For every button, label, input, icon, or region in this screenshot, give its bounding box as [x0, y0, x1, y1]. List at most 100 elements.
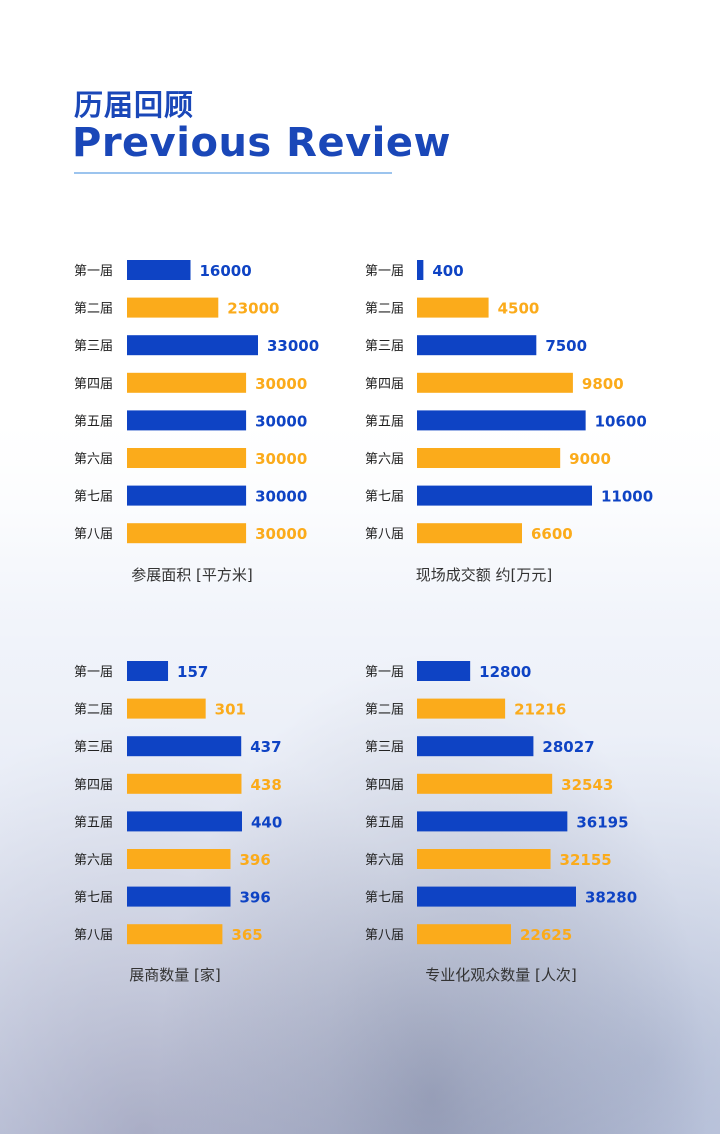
- category-label: 第七届: [74, 490, 113, 505]
- data-label: 12800: [479, 663, 531, 681]
- title-underline: [74, 172, 392, 174]
- category-label: 第三届: [74, 740, 113, 755]
- data-label: 21216: [514, 701, 566, 719]
- data-label: 400: [432, 262, 463, 280]
- data-label: 30000: [255, 488, 307, 506]
- bar: [417, 485, 592, 506]
- data-label: 396: [240, 889, 271, 907]
- chart-visitor: 第一届 12800 第二届 21216 第三届 28027 第四届 32543 第五届 36195…: [365, 661, 637, 984]
- bar: [127, 924, 223, 945]
- chart-title: 展商数量 [家]: [129, 966, 220, 984]
- bar: [127, 886, 231, 907]
- bar: [417, 372, 573, 393]
- chart-title: 专业化观众数量 [人次]: [425, 966, 576, 984]
- category-label: 第八届: [74, 928, 113, 943]
- category-label: 第六届: [74, 452, 113, 467]
- category-label: 第二届: [365, 302, 404, 317]
- bar: [127, 811, 242, 832]
- chart-deal: 第一届 400 第二届 4500 第三届 7500 第四届 9800 第五届 10600 第六届 90…: [365, 260, 653, 584]
- chart-area: 第一届 16000 第二届 23000 第三届 33000 第四届 30000 第五届 30000…: [74, 260, 319, 584]
- category-label: 第一届: [365, 264, 404, 279]
- category-label: 第六届: [365, 853, 404, 868]
- data-label: 30000: [255, 412, 307, 430]
- category-label: 第五届: [365, 414, 404, 429]
- bar: [127, 335, 258, 356]
- data-label: 10600: [595, 412, 647, 430]
- bar: [417, 698, 506, 719]
- data-label: 440: [251, 813, 282, 831]
- data-label: 7500: [545, 337, 587, 355]
- category-label: 第八届: [365, 928, 404, 943]
- data-label: 32543: [561, 776, 613, 794]
- data-label: 36195: [576, 813, 628, 831]
- bar: [127, 372, 247, 393]
- data-label: 23000: [227, 300, 279, 318]
- category-label: 第二届: [365, 703, 404, 718]
- bar: [417, 448, 561, 468]
- category-label: 第二届: [74, 703, 113, 718]
- chart-title: 现场成交额 约[万元]: [416, 566, 552, 584]
- data-label: 437: [250, 738, 281, 756]
- category-label: 第三届: [74, 339, 113, 354]
- data-label: 30000: [255, 525, 307, 543]
- data-label: 30000: [255, 450, 307, 468]
- data-label: 32155: [560, 851, 612, 869]
- bar: [127, 260, 191, 280]
- category-label: 第一届: [74, 665, 113, 680]
- bar: [417, 410, 586, 431]
- bar: [127, 661, 169, 681]
- category-label: 第八届: [74, 527, 113, 542]
- category-label: 第二届: [74, 302, 113, 317]
- page-title-cn: 历届回顾: [74, 88, 195, 122]
- data-label: 9800: [582, 375, 624, 393]
- bar: [417, 661, 471, 681]
- data-label: 9000: [569, 450, 611, 468]
- category-label: 第七届: [365, 891, 404, 906]
- data-label: 22625: [520, 926, 572, 944]
- bar: [127, 297, 219, 318]
- data-label: 4500: [498, 300, 540, 318]
- bar: [127, 849, 231, 869]
- bar: [417, 297, 489, 318]
- background-fade: [0, 400, 720, 1134]
- data-label: 396: [240, 851, 271, 869]
- data-label: 33000: [267, 337, 319, 355]
- chart-title: 参展面积 [平方米]: [131, 566, 252, 584]
- bar: [127, 523, 247, 544]
- bar: [127, 698, 206, 719]
- data-label: 365: [231, 926, 262, 944]
- category-label: 第四届: [74, 377, 113, 392]
- bar: [417, 924, 511, 945]
- chart-exhibitor: 第一届 157 第二届 301 第三届 437 第四届 438 第五届 440 第六届 396 第七届 3…: [74, 661, 282, 984]
- category-label: 第三届: [365, 339, 404, 354]
- category-label: 第六届: [365, 452, 404, 467]
- data-label: 11000: [601, 488, 653, 506]
- category-label: 第四届: [365, 377, 404, 392]
- category-label: 第七届: [74, 891, 113, 906]
- category-label: 第一届: [74, 264, 113, 279]
- bar: [417, 736, 534, 757]
- bar: [127, 736, 242, 757]
- bar: [417, 523, 522, 544]
- data-label: 438: [250, 776, 281, 794]
- bar: [417, 773, 553, 794]
- bar: [417, 260, 424, 280]
- bar: [127, 773, 242, 794]
- category-label: 第八届: [365, 527, 404, 542]
- data-label: 16000: [200, 262, 252, 280]
- data-label: 301: [215, 701, 246, 719]
- category-label: 第四届: [74, 778, 113, 793]
- bar: [127, 448, 247, 468]
- category-label: 第四届: [365, 778, 404, 793]
- bar: [127, 410, 247, 431]
- data-label: 38280: [585, 889, 637, 907]
- bar: [127, 485, 247, 506]
- category-label: 第五届: [74, 815, 113, 830]
- category-label: 第五届: [365, 815, 404, 830]
- bar: [417, 849, 551, 869]
- bar: [417, 886, 576, 907]
- bar: [417, 335, 537, 356]
- data-label: 28027: [542, 738, 594, 756]
- category-label: 第五届: [74, 414, 113, 429]
